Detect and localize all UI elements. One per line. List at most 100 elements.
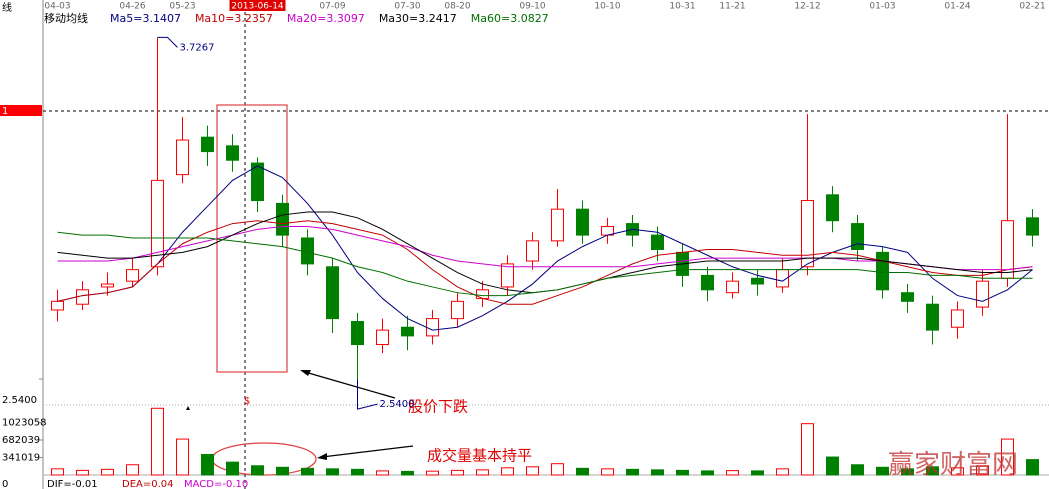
- x-tick-label: 04-26: [119, 2, 145, 12]
- x-tick-label: 08-20: [444, 2, 470, 12]
- volume-bar: [301, 467, 314, 476]
- candle-body: [401, 326, 414, 337]
- volume-bar: [751, 470, 764, 476]
- arrow-head: [300, 370, 311, 376]
- candle-body: [726, 280, 739, 294]
- volume-bar: [251, 465, 264, 476]
- volume-bar: [526, 466, 539, 476]
- volume-bar: [851, 464, 864, 476]
- volume-bar: [451, 469, 464, 476]
- corner-label: 线: [2, 1, 12, 14]
- volume-bar: [601, 468, 614, 476]
- volume-bar: [501, 467, 514, 476]
- candle-body: [576, 208, 589, 236]
- volume-bar: [401, 470, 414, 476]
- candle-body: [276, 202, 289, 236]
- ma-line: [57, 165, 1033, 331]
- y-tick-label: 2.5400: [2, 395, 37, 406]
- candle-body: [926, 303, 939, 331]
- candle-body: [801, 200, 814, 268]
- candle-body: [901, 292, 914, 302]
- x-tick-label: 04-03: [44, 2, 70, 12]
- arrow: [304, 371, 396, 399]
- volume-bar: [776, 468, 789, 476]
- candle-body: [51, 300, 64, 311]
- volume-bar: [276, 466, 289, 476]
- volume-bar: [576, 467, 589, 476]
- x-tick-label: 01-24: [944, 2, 970, 12]
- marker-label: $: [244, 396, 250, 407]
- candle-body: [876, 251, 889, 291]
- candle-body: [551, 208, 564, 242]
- volume-bar: [176, 438, 189, 476]
- candle-body: [976, 280, 989, 308]
- candle-body: [701, 274, 714, 291]
- x-tick-label: 12-12: [794, 2, 820, 12]
- legend-entry: Ma10=3.2357: [195, 12, 273, 25]
- volume-zero-label: 0: [2, 479, 8, 489]
- legend-entry: Ma5=3.1407: [110, 12, 181, 25]
- candle-body: [751, 277, 764, 285]
- indicator: MACD=-0.10: [184, 479, 248, 489]
- volume-bar: [801, 423, 814, 476]
- x-tick-label: 07-30: [394, 2, 420, 12]
- leader-line: [357, 379, 378, 410]
- volume-bar: [901, 468, 914, 476]
- ma-line: [57, 225, 1033, 271]
- x-tick-label: 10-10: [594, 2, 620, 12]
- high-label: 3.7267: [180, 42, 215, 53]
- volume-bar: [951, 467, 964, 476]
- indicator: DEA=0.04: [122, 479, 174, 489]
- candle-body: [501, 263, 514, 288]
- candle-body: [151, 179, 164, 268]
- volume-bar: [726, 470, 739, 476]
- volume-bar: [826, 456, 839, 476]
- x-tick-label: 10-31: [669, 2, 695, 12]
- volume-bar: [1001, 438, 1014, 476]
- x-tick-label: 01-03: [869, 2, 895, 12]
- date-highlight: [229, 0, 286, 11]
- x-tick-label: 11-21: [719, 2, 745, 12]
- volume-bar: [376, 470, 389, 476]
- volume-bar: [226, 461, 239, 476]
- candle-body: [851, 223, 864, 250]
- candle-body: [426, 318, 439, 337]
- volume-bar: [201, 453, 214, 476]
- marker-triangle: [186, 406, 190, 410]
- volume-bar: [151, 407, 164, 476]
- candle-body: [526, 240, 539, 262]
- candle-body: [226, 145, 239, 161]
- low-label: 2.5400: [380, 399, 415, 410]
- volume-bar: [126, 464, 139, 476]
- cursor-box: [0, 105, 42, 116]
- volume-bar: [701, 470, 714, 476]
- candle-body: [476, 289, 489, 299]
- watermark: 赢家财富网: [888, 450, 1018, 480]
- y-tick-label: 682039: [2, 435, 40, 446]
- volume-bar: [676, 469, 689, 476]
- candle-body: [201, 136, 214, 153]
- volume-bar: [351, 468, 364, 476]
- candle-body: [326, 266, 339, 320]
- candle-body: [376, 329, 389, 346]
- candle-body: [1026, 217, 1039, 236]
- arrow: [321, 445, 414, 458]
- volume-bar: [1026, 459, 1039, 476]
- volume-bar: [976, 465, 989, 476]
- x-tick-label: 07-09: [319, 2, 345, 12]
- candle-body: [951, 309, 964, 328]
- candle-body: [176, 139, 189, 176]
- candle-body: [126, 269, 139, 282]
- candle-body: [251, 162, 264, 202]
- volume-bar: [101, 468, 114, 476]
- x-tick-label: 2013-06-14: [231, 2, 284, 12]
- volume-bar: [51, 468, 64, 476]
- chart-title: 移动均线: [44, 11, 88, 25]
- volume-bar: [651, 469, 664, 476]
- volume-bar: [926, 466, 939, 476]
- y-tick-label: 1023058: [2, 417, 47, 428]
- arrow-head: [317, 453, 327, 460]
- x-tick-label: 05-23: [169, 2, 195, 12]
